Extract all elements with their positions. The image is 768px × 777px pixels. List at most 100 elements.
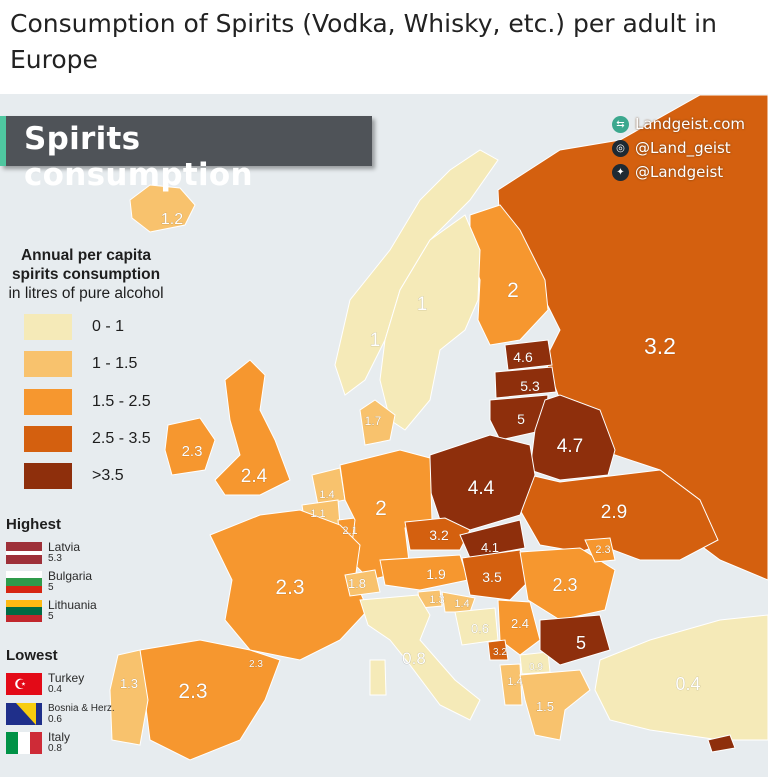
legend-swatch [24, 314, 72, 340]
value-greece: 1.5 [536, 699, 554, 714]
value-france: 2.3 [275, 576, 304, 599]
value-austria: 1.9 [426, 566, 446, 582]
legend-swatch [24, 351, 72, 377]
value-finland: 2 [507, 279, 519, 302]
region-bosnia [454, 607, 499, 646]
region-ireland [164, 417, 216, 476]
region-poland [429, 434, 536, 531]
value-switzerland: 1.8 [348, 576, 366, 591]
highest-name: Lithuania [48, 598, 97, 612]
region-lithuania [489, 394, 549, 441]
highest-name: Latvia [48, 540, 81, 554]
value-belarus: 4.7 [557, 436, 583, 457]
legend-label: 2.5 - 3.5 [92, 430, 151, 447]
legend-swatch [24, 463, 72, 489]
social-website: Landgeist.com [635, 115, 745, 133]
value-sweden: 1 [370, 330, 381, 351]
value-russia: 3.2 [644, 333, 676, 359]
social-links: ⇆ Landgeist.com ◎ @Land_geist ✦ @Landgei… [612, 112, 768, 184]
region-cyprus [707, 734, 736, 753]
lowest-value: 0.4 [48, 684, 62, 695]
value-czechia: 3.2 [429, 527, 449, 543]
highest-value: 5.3 [48, 553, 62, 564]
region-sardinia [369, 659, 387, 696]
region-hungary [461, 549, 536, 601]
bulgaria-flag-icon [6, 571, 42, 593]
value-latvia: 5.3 [520, 378, 540, 394]
legend-bin-4: >3.5 [24, 463, 124, 489]
value-andorra: 2.3 [249, 659, 263, 670]
region-uk [214, 359, 291, 496]
region-iceland [129, 184, 196, 233]
value-spain: 2.3 [178, 680, 207, 703]
lowest-value: 0.8 [48, 743, 62, 754]
lowest-value: 0.6 [48, 714, 62, 725]
region-spain [139, 639, 281, 761]
map-banner: Spirits consumption [0, 116, 372, 193]
value-slovakia: 4.1 [481, 540, 499, 555]
map: 1.2 1 1 2 3.2 4.6 5.3 5 4.7 4.4 2.9 2.3 … [0, 94, 768, 777]
legend-bin-0: 0 - 1 [24, 314, 124, 340]
legend-swatch [24, 389, 72, 415]
region-portugal [109, 649, 149, 746]
value-slovenia: 1.3 [429, 594, 444, 606]
bosnia-flag-icon [6, 703, 42, 725]
europe-map-svg: 1.2 1 1 2 3.2 4.6 5.3 5 4.7 4.4 2.9 2.3 … [0, 94, 768, 777]
lowest-name: Italy [48, 730, 71, 744]
value-estonia: 4.6 [513, 349, 533, 365]
value-norway: 1 [417, 294, 428, 315]
region-slovakia [459, 519, 526, 559]
banner-title: Spirits consumption [24, 121, 253, 193]
region-ukraine [519, 469, 719, 561]
legend-label: 0 - 1 [92, 318, 125, 335]
legend-title: Annual per capita spirits consumption in… [0, 246, 172, 303]
value-germany: 2 [375, 497, 387, 520]
region-turkey [594, 614, 768, 741]
region-italy [359, 594, 481, 721]
value-macedonia: 0.9 [529, 662, 543, 673]
region-bulgaria [539, 614, 611, 666]
twitter-icon: ✦ [612, 163, 629, 181]
value-netherlands: 1.4 [319, 489, 334, 501]
region-austria [379, 554, 469, 591]
region-switzerland [344, 569, 381, 597]
social-twitter: @Landgeist [635, 163, 724, 181]
highest-value: 5 [48, 582, 54, 593]
region-montenegro [487, 639, 509, 661]
value-belgium: 1.1 [310, 508, 325, 520]
region-albania [499, 663, 523, 706]
value-ireland: 2.3 [182, 443, 203, 460]
social-row-website: ⇆ Landgeist.com [612, 112, 768, 136]
region-belarus [529, 394, 616, 481]
value-hungary: 3.5 [482, 569, 502, 585]
value-serbia: 2.4 [511, 616, 529, 631]
value-luxembourg: 2.1 [342, 525, 357, 537]
region-latvia [494, 366, 557, 399]
map-value-labels: 1.2 1 1 2 3.2 4.6 5.3 5 4.7 4.4 2.9 2.3 … [120, 211, 701, 715]
value-bulgaria: 5 [576, 633, 586, 653]
highest-name: Bulgaria [48, 569, 93, 583]
region-serbia [497, 599, 541, 656]
value-ukraine: 2.9 [601, 502, 627, 523]
latvia-flag-icon [6, 542, 42, 564]
value-turkey: 0.4 [675, 674, 700, 694]
region-estonia [504, 339, 553, 371]
legend-label: 1.5 - 2.5 [92, 393, 151, 410]
value-bosnia: 0.6 [471, 621, 489, 636]
value-montenegro: 3.2 [493, 647, 507, 658]
region-denmark [359, 399, 396, 446]
region-norway [334, 149, 499, 396]
social-row-twitter: ✦ @Landgeist [612, 160, 768, 184]
value-croatia: 1.4 [454, 598, 469, 610]
legend-title-line1: Annual per capita [20, 247, 152, 264]
region-greece [519, 669, 591, 741]
legend-swatch [24, 426, 72, 452]
social-instagram: @Land_geist [635, 139, 731, 157]
social-row-instagram: ◎ @Land_geist [612, 136, 768, 160]
legend-bin-1: 1 - 1.5 [24, 351, 137, 377]
lowest-title: Lowest [6, 647, 58, 664]
lowest-name: Turkey [48, 671, 85, 685]
instagram-icon: ◎ [612, 139, 629, 157]
highest-value: 5 [48, 611, 54, 622]
highest-title: Highest [6, 516, 62, 533]
